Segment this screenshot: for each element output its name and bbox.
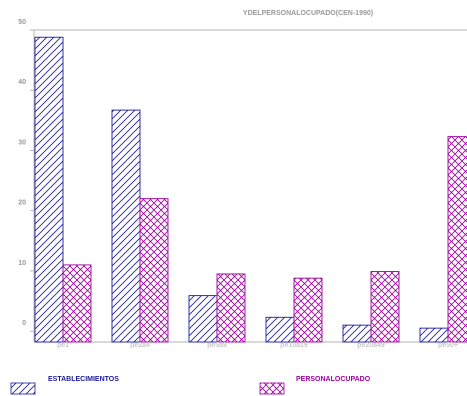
bar-establecimientos <box>419 327 449 343</box>
bar-personalocupado <box>447 136 467 343</box>
legend-swatch-establecimientos <box>10 382 36 395</box>
bar-establecimientos <box>34 36 64 343</box>
bars <box>34 36 467 343</box>
legend-label-personalocupado: PERSONALOCUPADO <box>296 376 371 383</box>
x-category-label: pe10a19 <box>280 342 308 349</box>
legend-label-establecimientos: ESTABLECIMIENTOS <box>48 376 119 383</box>
y-tick-label: 50 <box>18 19 26 26</box>
y-tick-label: 10 <box>18 260 26 267</box>
y-tick-label: 0 <box>22 320 26 327</box>
bar-personalocupado <box>370 271 400 343</box>
y-tick-label: 40 <box>18 79 26 86</box>
legend: ESTABLECIMIENTOS PERSONALOCUPADO <box>10 376 371 395</box>
bar-establecimientos <box>265 316 295 343</box>
bar-establecimientos <box>111 109 141 343</box>
bar-establecimientos <box>188 295 218 343</box>
bar-personalocupado <box>139 198 169 343</box>
x-category-label: pe2a4 <box>130 342 150 349</box>
bar-establecimientos <box>342 324 372 343</box>
chart-title: YDELPERSONALOCUPADO(CEN-1990) <box>243 10 373 17</box>
y-tick-label: 30 <box>18 139 26 146</box>
bar-personalocupado <box>62 264 92 343</box>
y-tick-label: 20 <box>18 200 26 207</box>
x-category-label: pe5a9 <box>207 342 227 349</box>
x-category-label: pe50+ <box>438 342 458 349</box>
x-category-label: pe1 <box>57 342 69 349</box>
y-axis-ticks: 0 10 20 30 40 50 <box>18 19 34 332</box>
legend-swatch-personalocupado <box>259 382 285 395</box>
category-labels: pe1 pe2a4 pe5a9 pe10a19 pe20a49 pe50+ <box>57 342 458 349</box>
bar-personalocupado <box>293 277 323 343</box>
x-category-label: pe20a49 <box>357 342 385 349</box>
bar-personalocupado <box>216 273 246 343</box>
